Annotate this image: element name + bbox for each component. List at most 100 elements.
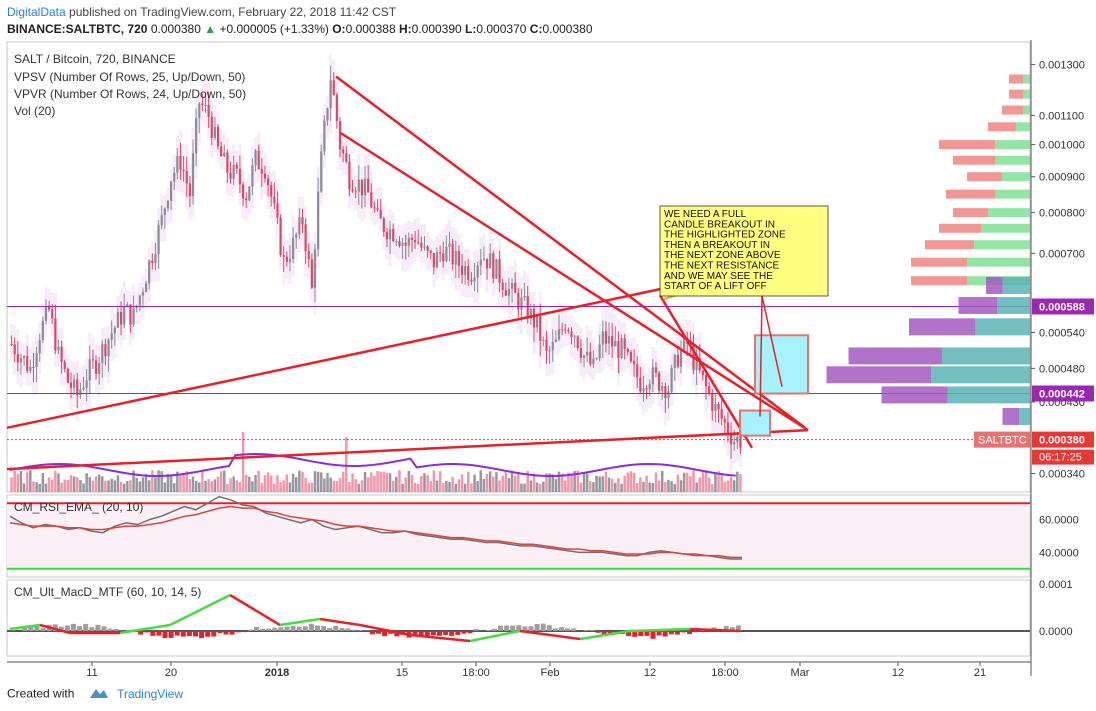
candle-body bbox=[373, 207, 376, 209]
candle-body bbox=[260, 169, 263, 174]
candle-body bbox=[532, 308, 536, 328]
candle-body bbox=[676, 354, 679, 367]
volume-bar bbox=[138, 481, 142, 492]
volume-bar bbox=[407, 471, 411, 492]
candle-body bbox=[323, 120, 326, 152]
vpvr-up-bar bbox=[997, 296, 1030, 314]
volume-bar bbox=[213, 479, 217, 492]
candle-body bbox=[276, 203, 279, 218]
macd-histogram-bar bbox=[473, 628, 479, 631]
low-label: L: bbox=[465, 22, 477, 36]
author-link[interactable]: DigitalData bbox=[7, 5, 66, 19]
candle-body bbox=[598, 344, 601, 359]
candle-body bbox=[266, 178, 270, 186]
volume-bar bbox=[639, 477, 642, 492]
macd-histogram-bar bbox=[345, 628, 351, 631]
volume-bar bbox=[32, 481, 35, 492]
macd-line-segment bbox=[519, 629, 581, 641]
volume-bar bbox=[398, 470, 401, 492]
volume-bar bbox=[188, 479, 192, 492]
volume-bar bbox=[182, 473, 185, 492]
candle-body bbox=[157, 225, 160, 255]
candle-body bbox=[348, 161, 351, 190]
vpvr-down-bar bbox=[848, 347, 942, 365]
volume-bar bbox=[601, 476, 605, 492]
macd-histogram-bar bbox=[729, 627, 735, 631]
macd-histogram-bar bbox=[589, 630, 595, 631]
candle-body bbox=[238, 168, 242, 185]
volume-bar bbox=[676, 474, 680, 492]
vpvr-down-bar bbox=[881, 386, 948, 404]
candle-body bbox=[26, 356, 29, 371]
volume-bar bbox=[426, 475, 429, 492]
volume-bar bbox=[585, 473, 589, 492]
macd-line-segment bbox=[579, 629, 631, 641]
volume-bar bbox=[294, 477, 298, 492]
macd-line-segment bbox=[169, 593, 231, 627]
publish-header: DigitalData published on TradingView.com… bbox=[7, 4, 396, 20]
candle-body bbox=[604, 331, 608, 344]
macd-histogram-bar bbox=[229, 631, 235, 635]
volume-bar bbox=[307, 483, 310, 492]
candle-body bbox=[708, 386, 711, 394]
volume-bar bbox=[717, 471, 720, 492]
macd-histogram-bar bbox=[223, 631, 229, 635]
volume-bar bbox=[147, 480, 151, 492]
macd-histogram-bar bbox=[278, 627, 284, 631]
volume-bar bbox=[607, 477, 611, 492]
candle-body bbox=[126, 304, 129, 307]
price-tick-label: 0.001300 bbox=[1039, 60, 1085, 72]
rsi-band bbox=[7, 503, 1030, 569]
volume-bar bbox=[701, 471, 705, 492]
volume-bar bbox=[420, 475, 423, 492]
candle-body bbox=[85, 380, 88, 388]
volume-bar bbox=[438, 471, 442, 492]
publish-info: published on TradingView.com, February 2… bbox=[69, 5, 397, 19]
candle-body bbox=[632, 361, 636, 365]
candle-body bbox=[673, 354, 676, 368]
candle-body bbox=[614, 340, 617, 347]
volume-bar bbox=[570, 473, 573, 492]
candle-body bbox=[298, 217, 301, 235]
candle-body bbox=[410, 237, 414, 241]
macd-histogram-bar bbox=[522, 626, 528, 631]
candle-body bbox=[10, 343, 13, 345]
countdown-badge bbox=[1032, 449, 1094, 465]
volume-bar bbox=[229, 478, 232, 492]
tradingview-link[interactable]: TradingView bbox=[117, 686, 184, 701]
volume-bar bbox=[132, 470, 135, 492]
volume-bar bbox=[82, 483, 85, 492]
volume-bar bbox=[470, 483, 473, 492]
candle-body bbox=[363, 178, 367, 196]
volume-bar bbox=[273, 483, 276, 492]
volume-bar bbox=[38, 483, 41, 492]
up-arrow-icon: ▲ bbox=[204, 22, 217, 36]
candle-body bbox=[695, 358, 698, 370]
close-label: C: bbox=[529, 22, 543, 36]
vpsv-down-bar bbox=[946, 189, 995, 199]
volume-bar bbox=[113, 480, 117, 492]
high-value: 0.000390 bbox=[411, 22, 462, 36]
volume-bar bbox=[729, 476, 733, 492]
volume-bar bbox=[445, 480, 448, 492]
macd-histogram-bar bbox=[376, 631, 381, 634]
candle-body bbox=[279, 217, 282, 256]
macd-histogram-bar bbox=[626, 631, 632, 636]
volume-bar bbox=[410, 474, 414, 492]
volume-bar bbox=[47, 477, 51, 492]
candle-body bbox=[501, 282, 504, 291]
volume-bar bbox=[454, 483, 458, 492]
volume-bar bbox=[191, 476, 195, 492]
volume-bar bbox=[535, 482, 539, 492]
volume-bar bbox=[13, 470, 16, 492]
chart-canvas[interactable]: 0.001300 0.001100 0.001000 0.000900 0.000800… bbox=[0, 40, 1096, 682]
macd-histogram-bar bbox=[461, 631, 467, 634]
macd-histogram-bar bbox=[101, 626, 107, 631]
volume-bar bbox=[332, 480, 336, 492]
candle-body bbox=[101, 344, 104, 363]
volume-bar bbox=[16, 473, 20, 492]
macd-histogram-bar bbox=[571, 628, 577, 631]
open-label: O: bbox=[332, 22, 346, 36]
candle-body bbox=[232, 164, 235, 179]
time-tick-label: 12 bbox=[644, 667, 656, 679]
